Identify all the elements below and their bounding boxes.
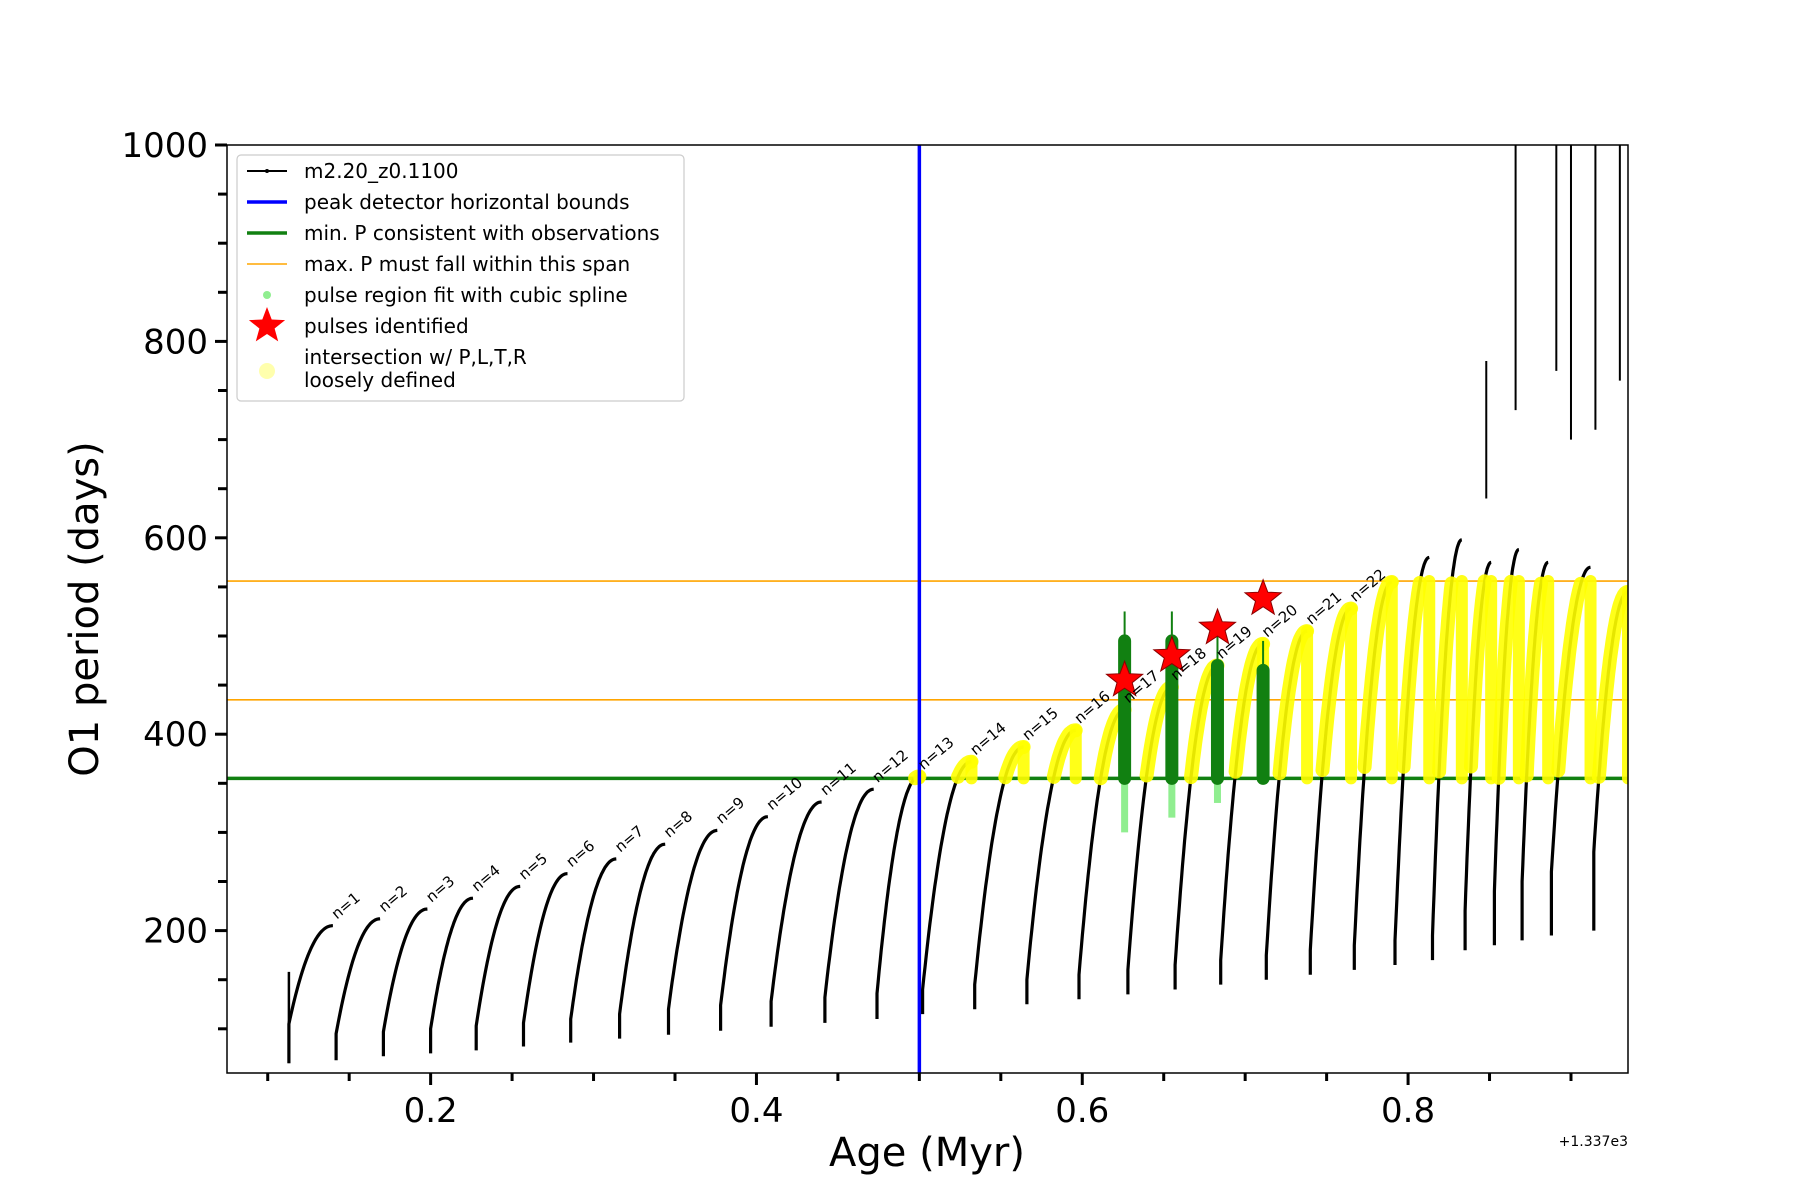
pulse-cycle-line	[474, 884, 521, 1051]
legend-entry-spline: pulse region fit with cubic spline	[263, 283, 628, 307]
pulse-cycle-line	[287, 924, 334, 1064]
legend-label-pulses: pulses identified	[304, 314, 469, 338]
pulse-cycle-line	[429, 896, 474, 1054]
pulse-cycle-line	[521, 872, 568, 1047]
pulse-star	[1105, 659, 1145, 697]
pulse-star	[1198, 607, 1237, 645]
y-axis-title: O1 period (days)	[62, 441, 108, 776]
intersection-segment	[1396, 575, 1427, 774]
legend-box	[236, 154, 685, 402]
x-tick-label: 0.2	[404, 1091, 458, 1131]
plot-frame	[226, 144, 1629, 1074]
y-tick-label: 1000	[121, 126, 208, 166]
x-tick-label: 0.8	[1381, 1091, 1435, 1131]
pulse-cycle-line	[334, 917, 381, 1061]
legend-entry-max-period: max. P must fall within this span	[247, 252, 630, 276]
legend-label-series: m2.20_z0.1100	[304, 159, 459, 183]
pulse-cycle-line	[719, 815, 769, 1031]
legend-label-spline: pulse region fit with cubic spline	[304, 283, 628, 307]
legend-swatch-pulses	[248, 307, 286, 342]
pulse-cycle-line	[823, 787, 875, 1023]
legend-swatch-spline	[263, 291, 271, 299]
legend-entry-min-period: min. P consistent with observations	[247, 221, 660, 245]
intersection-region	[908, 574, 1628, 786]
pulse-cycle-line	[666, 828, 718, 1035]
legend-entry-intersection: intersection w/ P,L,T,R loosely defined	[259, 345, 527, 392]
legend-label-intersection: intersection w/ P,L,T,R	[304, 345, 527, 369]
pulse-star	[1243, 578, 1283, 616]
legend-entry-pulses: pulses identified	[248, 307, 469, 342]
legend-entry-series: m2.20_z0.1100	[247, 159, 459, 183]
pulse-cycle-line	[618, 842, 666, 1039]
y-tick-label: 800	[143, 322, 208, 362]
intersection-segment	[1519, 576, 1548, 783]
legend-swatch-series-marker	[265, 169, 269, 173]
pulse-cycle-line	[769, 800, 822, 1027]
pulses-identified	[1105, 578, 1283, 697]
y-tick-label: 400	[143, 715, 208, 755]
y-axis: 200 400 600 800 1000	[121, 126, 227, 1031]
x-tick-label: 0.4	[729, 1091, 783, 1131]
legend-label-max-period: max. P must fall within this span	[304, 252, 630, 276]
legend-label-bounds: peak detector horizontal bounds	[304, 190, 630, 214]
legend-label-intersection-line2: loosely defined	[304, 368, 456, 392]
y-tick-label: 600	[143, 519, 208, 559]
intersection-segment	[1551, 576, 1588, 778]
x-axis: 0.2 0.4 0.6 0.8	[266, 1073, 1573, 1131]
x-axis-title: Age (Myr)	[829, 1130, 1025, 1176]
legend-entry-bounds: peak detector horizontal bounds	[247, 190, 630, 214]
x-axis-offset: +1.337e3	[1559, 1134, 1628, 1150]
intersection-segment	[1432, 576, 1459, 779]
legend-label-min-period: min. P consistent with observations	[304, 221, 660, 245]
pulse-cycle-line	[381, 907, 428, 1057]
pulse-cycle-line	[569, 857, 617, 1043]
peak-detector-bounds	[917, 145, 922, 1073]
y-tick-label: 200	[143, 912, 208, 952]
intersection-segment	[1491, 574, 1518, 785]
intersection-segment	[1464, 574, 1492, 774]
x-tick-label: 0.6	[1055, 1091, 1109, 1131]
legend: m2.20_z0.1100 peak detector horizontal b…	[236, 154, 685, 402]
legend-swatch-intersection	[259, 363, 275, 379]
pulse-star	[1152, 635, 1192, 673]
